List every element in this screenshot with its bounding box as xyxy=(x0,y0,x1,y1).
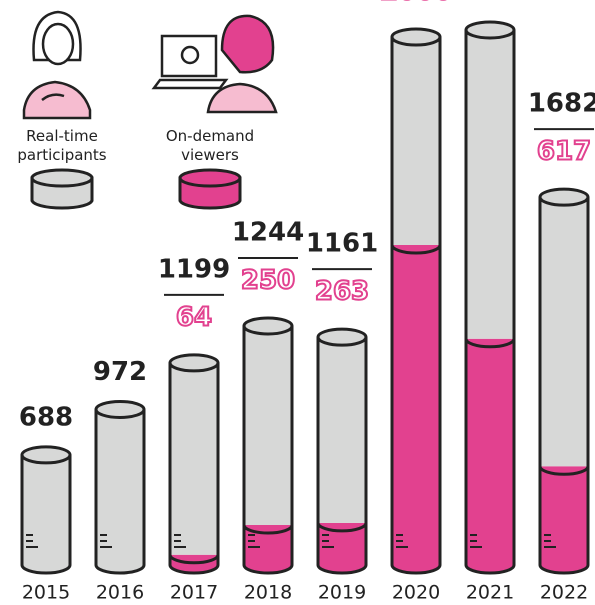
cylinder-top xyxy=(244,318,292,334)
value-label: 1244 xyxy=(232,217,304,247)
bar-segment xyxy=(318,337,366,523)
bar-segment xyxy=(540,466,588,565)
cylinder-top xyxy=(96,401,144,417)
x-tick-label: 2016 xyxy=(96,582,144,604)
value-label: 2000 xyxy=(380,0,452,7)
bar-segment xyxy=(392,37,440,245)
participant-icon xyxy=(24,12,90,118)
cylinder-top xyxy=(466,22,514,38)
value-label: 972 xyxy=(93,357,147,387)
x-tick-label: 2019 xyxy=(318,582,366,604)
x-tick-label: 2020 xyxy=(392,582,440,604)
value-label: 250 xyxy=(241,265,295,295)
x-tick-label: 2015 xyxy=(22,582,70,604)
bar-segment xyxy=(466,339,514,565)
legend-swatch-top xyxy=(32,170,92,186)
legend-label: On-demand viewers xyxy=(150,127,270,165)
value-label: 688 xyxy=(19,402,73,432)
bar-segment xyxy=(540,197,588,466)
bar-segment xyxy=(244,326,292,525)
cylinder-top xyxy=(170,355,218,371)
cylinder-top xyxy=(22,447,70,463)
value-label: 1682 xyxy=(528,89,595,119)
value-label: 263 xyxy=(315,277,369,307)
chart-svg: 2015 688 2016 972 2017 64 1199 2018 250 1244 2019 2… xyxy=(0,0,595,605)
cylinder-top xyxy=(392,29,440,45)
x-tick-label: 2017 xyxy=(170,582,218,604)
value-label: 64 xyxy=(176,302,212,332)
cylinder-top xyxy=(540,189,588,205)
x-tick-label: 2022 xyxy=(540,582,588,604)
legend-swatch-top xyxy=(180,170,240,186)
legend-label: Real-time participants xyxy=(2,127,122,165)
bar-segment xyxy=(466,30,514,339)
x-tick-label: 2021 xyxy=(466,582,514,604)
bar-segment xyxy=(170,363,218,555)
chart: 2015 688 2016 972 2017 64 1199 2018 250 1244 2019 2… xyxy=(0,0,595,605)
x-tick-label: 2018 xyxy=(244,582,292,604)
bar-segment xyxy=(22,455,70,565)
value-label: 1161 xyxy=(306,229,378,259)
value-label: 1199 xyxy=(158,254,230,284)
cylinder-top xyxy=(318,329,366,345)
viewer-icon xyxy=(154,16,276,112)
bar-segment xyxy=(392,245,440,565)
value-label: 617 xyxy=(537,137,591,167)
